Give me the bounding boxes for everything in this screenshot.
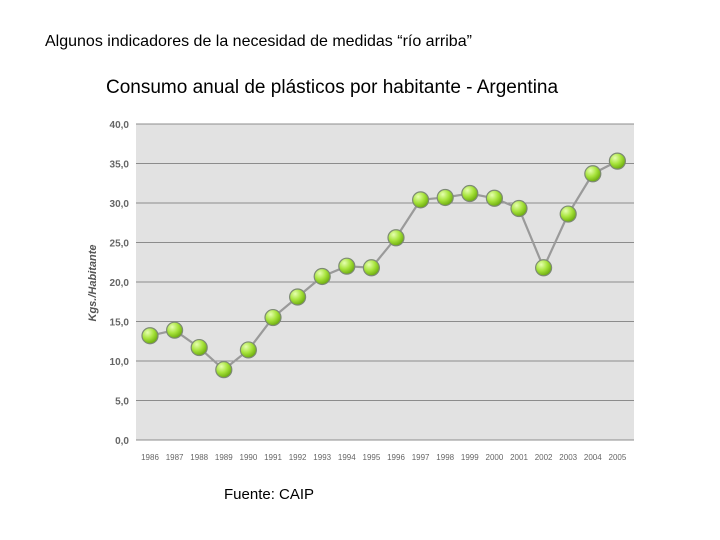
gridlines bbox=[136, 123, 634, 441]
data-point bbox=[215, 361, 233, 379]
y-tick-label: 0,0 bbox=[115, 436, 129, 447]
series-markers bbox=[141, 152, 627, 379]
x-tick-label: 1987 bbox=[166, 453, 184, 462]
x-tick-label: 1992 bbox=[289, 453, 307, 462]
y-tick-label: 20,0 bbox=[110, 278, 130, 289]
x-tick-label: 2005 bbox=[609, 453, 627, 462]
data-point bbox=[264, 308, 282, 327]
x-tick-label: 1997 bbox=[412, 453, 430, 462]
x-tick-label: 1995 bbox=[363, 453, 381, 462]
data-point bbox=[313, 267, 331, 286]
x-tick-label: 1990 bbox=[240, 453, 258, 462]
data-point bbox=[289, 288, 307, 306]
y-tick-label: 30,0 bbox=[110, 199, 130, 210]
x-tick-label: 1986 bbox=[141, 453, 159, 462]
x-tick-label: 1993 bbox=[313, 453, 331, 462]
data-point bbox=[510, 199, 528, 218]
y-tick-label: 15,0 bbox=[110, 318, 130, 329]
x-tick-label: 1996 bbox=[387, 453, 405, 462]
data-point bbox=[141, 327, 159, 345]
x-tick-label: 2001 bbox=[510, 453, 528, 462]
y-tick-label: 40,0 bbox=[110, 120, 130, 131]
y-tick-label: 10,0 bbox=[110, 357, 130, 368]
data-point bbox=[166, 321, 184, 339]
data-point bbox=[387, 229, 405, 247]
y-tick-label: 25,0 bbox=[110, 239, 130, 250]
source-note: Fuente: CAIP bbox=[224, 486, 315, 503]
y-axis-label: Kgs./Habitante bbox=[87, 244, 99, 321]
data-point bbox=[608, 152, 627, 170]
x-tick-label: 2003 bbox=[559, 453, 577, 462]
x-tick-label: 2004 bbox=[584, 453, 602, 462]
data-point bbox=[485, 189, 503, 207]
x-tick-label: 1991 bbox=[264, 453, 282, 462]
data-point bbox=[190, 338, 208, 357]
data-point bbox=[584, 165, 602, 183]
data-point bbox=[412, 191, 430, 209]
chart-title: Consumo anual de plásticos por habitante… bbox=[106, 77, 559, 98]
x-tick-label: 1998 bbox=[436, 453, 454, 462]
x-tick-label: 1989 bbox=[215, 453, 233, 462]
x-axis-ticks: 1986 1987 1988 1989 1990 1991 1992 1993 1994 1995… bbox=[141, 453, 627, 462]
x-tick-label: 2002 bbox=[535, 453, 553, 462]
data-point bbox=[436, 188, 454, 207]
slide-heading: Algunos indicadores de la necesidad de m… bbox=[45, 33, 472, 50]
data-point bbox=[461, 184, 479, 203]
data-point bbox=[362, 259, 380, 277]
data-point bbox=[559, 205, 577, 223]
data-point bbox=[338, 257, 356, 275]
data-point bbox=[534, 259, 553, 277]
x-tick-label: 1999 bbox=[461, 453, 479, 462]
data-point bbox=[239, 341, 257, 359]
y-tick-label: 5,0 bbox=[115, 397, 129, 408]
x-tick-label: 2000 bbox=[486, 453, 504, 462]
y-tick-label: 35,0 bbox=[110, 160, 130, 171]
x-tick-label: 1988 bbox=[190, 453, 208, 462]
x-tick-label: 1994 bbox=[338, 453, 356, 462]
y-axis-ticks: 0,0 5,0 10,0 15,0 20,0 25,0 30,0 35,0 40,0 bbox=[110, 120, 130, 447]
